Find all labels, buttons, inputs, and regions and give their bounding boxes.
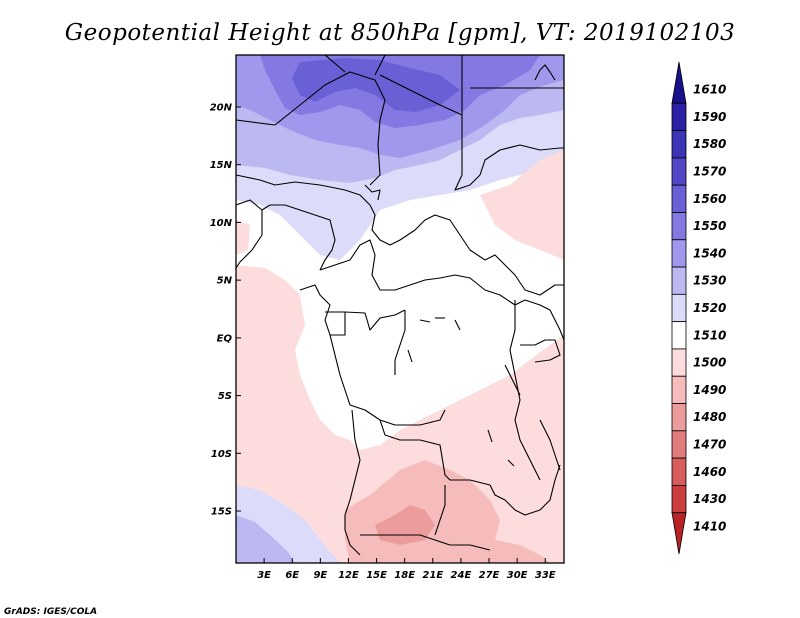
lon-tick-label: 12E (338, 570, 359, 581)
lon-tick-label: 33E (535, 570, 556, 581)
colorbar-swatch (671, 485, 687, 514)
colorbar-label: 1580 (693, 137, 726, 151)
colorbar-label: 1480 (693, 410, 726, 424)
map-frame (235, 54, 565, 564)
contour-1500-west-coast (236, 220, 250, 255)
colorbar-swatch (671, 512, 687, 555)
colorbar-swatch (671, 375, 687, 404)
colorbar-label: 1510 (693, 328, 726, 342)
colorbar-label: 1590 (693, 110, 726, 124)
colorbar-swatch (671, 212, 687, 241)
colorbar-swatch (671, 157, 687, 186)
colorbar-label: 1520 (693, 301, 726, 315)
colorbar-label: 1460 (693, 465, 726, 479)
colorbar-label: 1500 (693, 356, 726, 370)
colorbar-swatch (671, 293, 687, 323)
lon-tick-label: 21E (422, 570, 443, 581)
contour-1560 (292, 58, 460, 112)
lon-tick-label: 27E (479, 570, 500, 581)
country-borders (236, 55, 564, 556)
colorbar-swatch (671, 266, 687, 295)
colorbar-label: 1490 (693, 383, 726, 397)
lat-tick-label: 10N (210, 218, 233, 229)
colorbar-label: 1610 (693, 83, 726, 97)
map-plot-area: 20N 15N 10N 5N EQ 5S 10S 15S 3E 6E 9E 12E 15E 18E 21E… (210, 54, 565, 581)
colorbar-swatch (671, 61, 687, 104)
colorbar-label: 1530 (693, 274, 726, 288)
colorbar-label: 1430 (693, 492, 726, 506)
colorbar-label: 1470 (693, 437, 726, 451)
lon-tick-label: 9E (313, 570, 327, 581)
lat-tick-label: 5N (217, 276, 233, 287)
lat-tick-label: EQ (217, 333, 233, 344)
contour-1500-west (236, 265, 564, 563)
colorbar-swatch (671, 321, 687, 350)
lat-tick-label: 15S (211, 507, 232, 518)
lat-tick-label: 20N (210, 102, 233, 113)
colorbar-swatch (671, 184, 687, 213)
lat-tick-label: 10S (211, 449, 232, 460)
lon-tick-label: 18E (394, 570, 415, 581)
colorbar-label: 1410 (693, 519, 726, 533)
lon-tick-label: 24E (451, 570, 472, 581)
colorbar: 1610 1590 1580 1570 1560 1550 1540 1530 1520 1510… (671, 61, 726, 555)
height-field (236, 55, 564, 563)
lat-tick-label: 15N (210, 160, 233, 171)
lat-tick-label: 5S (218, 391, 232, 402)
lon-tick-label: 15E (366, 570, 387, 581)
colorbar-label: 1540 (693, 246, 726, 260)
colorbar-swatch (671, 239, 687, 268)
contour-1500-east (480, 150, 564, 260)
map-title: Geopotential Height at 850hPa [gpm], VT:… (65, 20, 735, 46)
colorbar-label: 1560 (693, 192, 726, 206)
lon-tick-label: 3E (257, 570, 271, 581)
colorbar-swatch (671, 130, 687, 159)
latitude-axis: 20N 15N 10N 5N EQ 5S 10S 15S (210, 102, 241, 518)
colorbar-label: 1550 (693, 219, 726, 233)
lon-tick-label: 30E (507, 570, 528, 581)
longitude-axis: 3E 6E 9E 12E 15E 18E 21E 24E 27E 30E 33E (257, 558, 556, 581)
colorbar-swatch (671, 348, 687, 377)
colorbar-label: 1570 (693, 165, 726, 179)
contour-1530-southwest (236, 515, 295, 563)
colorbar-swatch (671, 102, 687, 131)
lon-tick-label: 6E (285, 570, 299, 581)
colorbar-swatch (671, 457, 687, 486)
colorbar-swatch (671, 430, 687, 459)
colorbar-swatch (671, 403, 687, 432)
grads-credit: GrADS: IGES/COLA (4, 607, 97, 617)
